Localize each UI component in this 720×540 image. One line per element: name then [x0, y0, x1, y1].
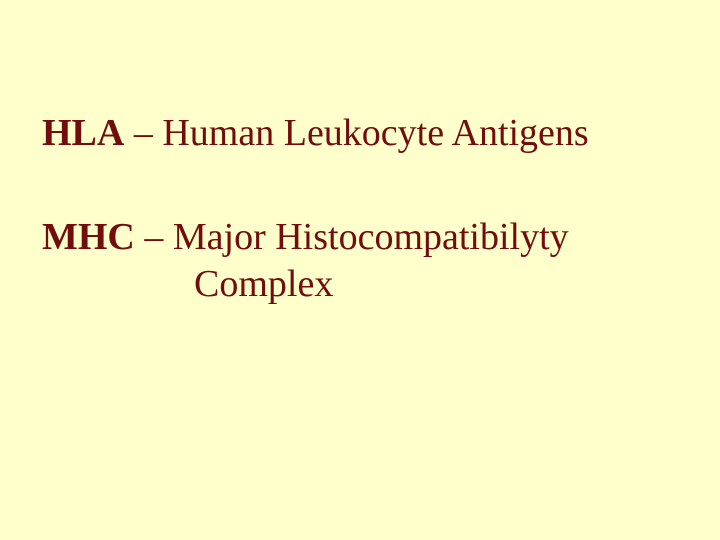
definition-hla: HLA – Human Leukocyte Antigens	[42, 110, 678, 158]
spacer	[42, 158, 678, 214]
hla-abbreviation: HLA	[42, 112, 124, 154]
mhc-expansion-part1: – Major Histocompatibilyty	[135, 216, 569, 258]
hla-expansion: – Human Leukocyte Antigens	[124, 112, 588, 154]
definition-mhc-line1: MHC – Major Histocompatibilyty	[42, 214, 678, 262]
mhc-abbreviation: MHC	[42, 216, 135, 258]
definition-mhc-line2: Complex	[42, 261, 678, 309]
slide: HLA – Human Leukocyte Antigens MHC – Maj…	[0, 0, 720, 540]
